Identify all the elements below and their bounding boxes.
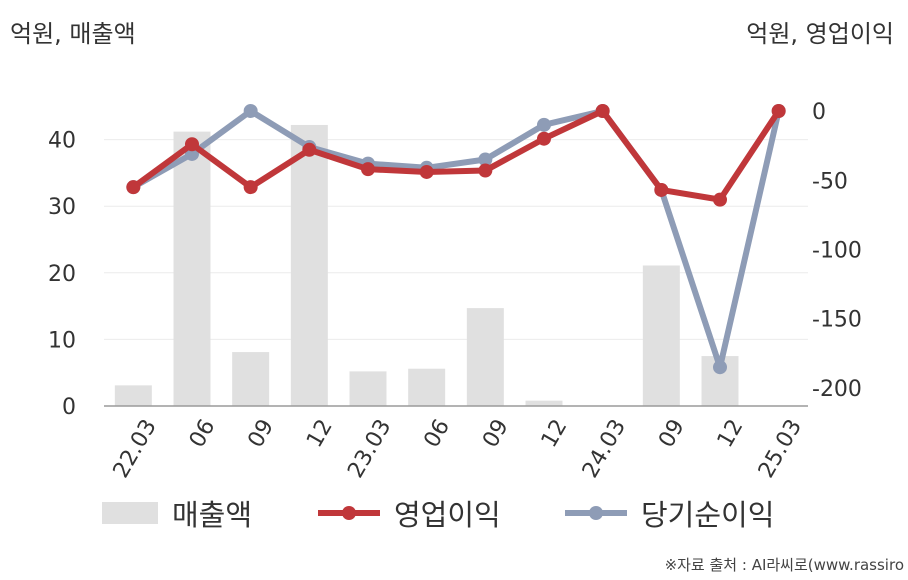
x-tick-label: 09 [243, 415, 279, 452]
right-tick-label: -100 [812, 239, 862, 264]
operating-profit-point [478, 163, 493, 178]
net-income-line [131, 108, 782, 371]
x-tick-label: 12 [713, 415, 749, 452]
x-tick-label: 12 [302, 415, 338, 452]
operating-profit-point [185, 137, 199, 152]
left-tick-label: 0 [62, 395, 76, 420]
revenue-bar [466, 308, 504, 406]
revenue-bar [408, 368, 446, 406]
operating-profit-line [131, 108, 782, 203]
x-tick-label: 12 [537, 415, 573, 452]
x-tick-label: 23.03 [343, 415, 396, 482]
x-tick-label: 06 [419, 415, 455, 452]
revenue-bar [232, 352, 270, 406]
right-tick-label: -150 [812, 308, 862, 333]
legend-bar-swatch [102, 502, 158, 524]
revenue-bar [525, 400, 563, 406]
operating-profit-point [713, 192, 727, 207]
operating-profit-point [243, 180, 258, 195]
net-income-point [713, 360, 727, 375]
left-tick-label: 10 [48, 328, 76, 353]
x-tick-label: 09 [654, 415, 690, 452]
left-axis-unit-label: 억원, 매출액 [10, 20, 136, 48]
revenue-bar [642, 265, 680, 406]
legend-item-operating-profit: 영업이익 [318, 490, 501, 536]
operating-profit-point [595, 104, 610, 119]
net-income-point [243, 104, 258, 119]
x-tick-label: 06 [185, 415, 221, 452]
operating-profit-point [126, 180, 141, 195]
operating-profit-point [419, 164, 434, 179]
right-tick-label: -200 [812, 377, 862, 402]
revenue-bar [290, 124, 328, 407]
x-tick-label: 24.03 [578, 415, 631, 482]
profit-lines [126, 104, 786, 375]
operating-profit-point [654, 182, 669, 197]
x-tick-label: 22.03 [109, 415, 162, 482]
left-tick-label: 20 [48, 262, 76, 287]
legend-label-net-income: 당기순이익 [641, 498, 775, 532]
left-tick-label: 40 [48, 129, 76, 154]
net-income-point [478, 152, 493, 167]
legend-item-net-income: 당기순이익 [565, 490, 774, 536]
operating-profit-point [537, 131, 551, 146]
revenue-bar [349, 371, 387, 406]
x-tick-label: 25.03 [754, 415, 807, 482]
operating-profit-point [302, 142, 317, 157]
revenue-bars [114, 124, 739, 407]
legend-label-revenue: 매출액 [172, 498, 253, 532]
right-tick-label: 0 [812, 100, 826, 125]
revenue-bar [173, 131, 211, 406]
legend-line-swatch-operating-profit [318, 506, 380, 520]
x-tick-label: 09 [478, 415, 514, 452]
operating-profit-point [771, 104, 786, 119]
net-income-point [537, 117, 551, 132]
right-tick-label: -50 [812, 169, 848, 194]
right-axis-unit-label: 억원, 영업이익 [746, 20, 894, 48]
legend-item-revenue: 매출액 [102, 490, 252, 536]
revenue-bar [114, 385, 152, 406]
legend-label-operating-profit: 영업이익 [394, 498, 501, 532]
source-note: ※자료 출처 : AI라씨로(www.rassiro [664, 556, 904, 574]
operating-profit-point [361, 162, 375, 177]
left-tick-label: 30 [48, 195, 76, 220]
legend-line-swatch-net-income [565, 506, 627, 520]
